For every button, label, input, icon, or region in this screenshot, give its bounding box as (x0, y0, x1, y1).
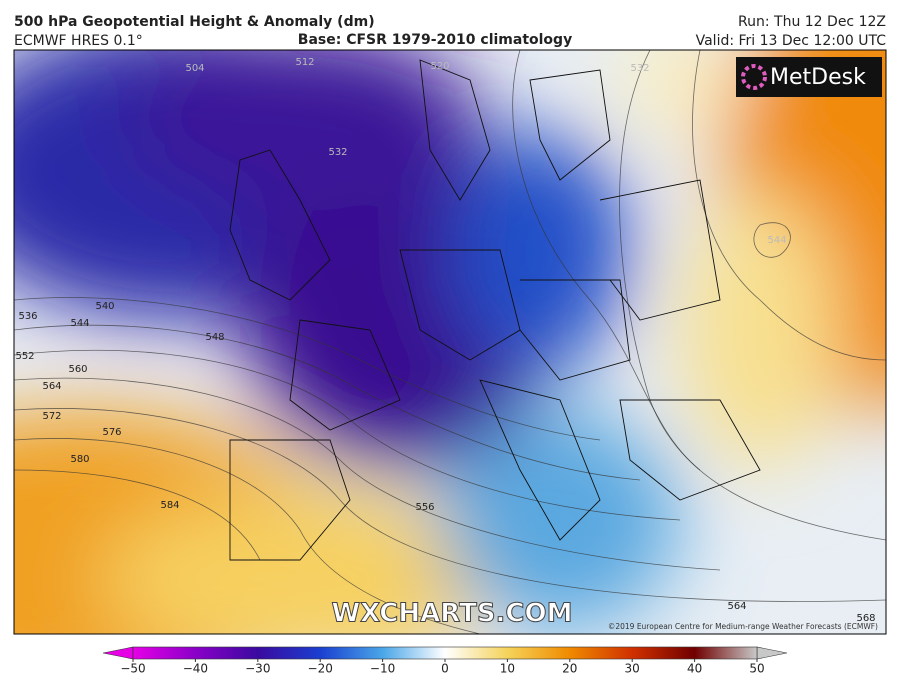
logo-icon (741, 64, 767, 90)
contour-label: 568 (856, 613, 875, 624)
contour-label: 572 (42, 411, 61, 422)
colorbar-tick-label: −40 (183, 662, 208, 676)
colorbar-tick-label: 40 (687, 662, 702, 676)
valid: Valid: Fri 13 Dec 12:00 UTC (696, 33, 887, 49)
colorbar-tick-label: −20 (308, 662, 333, 676)
contour-label: 564 (727, 601, 746, 612)
logo-text: MetDesk (770, 65, 866, 90)
contour-label: 544 (767, 235, 786, 246)
contour-label: 536 (18, 311, 37, 322)
base: Base: CFSR 1979-2010 climatology (298, 32, 572, 48)
contour-label: 504 (185, 63, 204, 74)
colorbar-tick-label: 20 (562, 662, 577, 676)
model: ECMWF HRES 0.1° (14, 33, 143, 49)
colorbar-bar (132, 646, 758, 660)
contour-label: 544 (70, 318, 89, 329)
colorbar-tick-label: −30 (245, 662, 270, 676)
contour-label: 556 (415, 502, 434, 513)
contour-label: 520 (430, 61, 449, 72)
contour-label: 576 (102, 427, 121, 438)
colorbar-tick-label: −10 (370, 662, 395, 676)
contour-labels: 504 512 520 532 532 536 540 544 548 552 560 564 572 5… (15, 57, 875, 624)
contour-label: 532 (328, 147, 347, 158)
colorbar-right-cap (756, 646, 788, 660)
colorbar-left-cap (102, 646, 134, 660)
colorbar-tick-label: 30 (625, 662, 640, 676)
logo-box (736, 57, 882, 97)
contour-label: 540 (95, 301, 114, 312)
contour-label: 564 (42, 381, 61, 392)
title: 500 hPa Geopotential Height & Anomaly (d… (14, 14, 375, 30)
colorbar-tick-label: 50 (749, 662, 764, 676)
contour-label: 532 (630, 63, 649, 74)
colorbar-tick-label: 10 (500, 662, 515, 676)
colorbar: −50 −40 −30 −20 −10 0 10 20 30 40 50 (102, 646, 788, 676)
colorbar-tick-label: 0 (441, 662, 449, 676)
contour-label: 548 (205, 332, 224, 343)
contour-label: 560 (68, 364, 87, 375)
contour-label: 584 (160, 500, 179, 511)
run: Run: Thu 12 Dec 12Z (738, 14, 886, 30)
contour-label: 580 (70, 454, 89, 465)
contour-label: 552 (15, 351, 34, 362)
watermark: WXCHARTS.COM (331, 599, 572, 629)
colorbar-tick-label: −50 (120, 662, 145, 676)
copyright: ©2019 European Centre for Medium-range W… (608, 622, 878, 631)
map-frame (13, 49, 887, 635)
contour-label: 512 (295, 57, 314, 68)
